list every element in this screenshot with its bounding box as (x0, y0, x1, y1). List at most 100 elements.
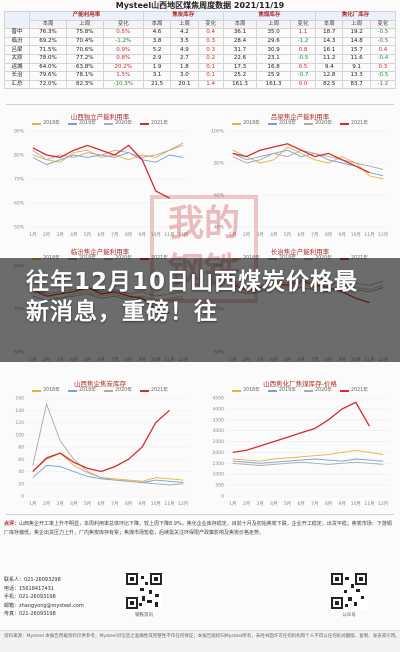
chart-legend: 2018年 2019年 2020年 2021年 (204, 121, 396, 127)
chart-4: 山西焦企焦炭库存 2018年 2019年 2020年 2021年 160 140 120 1… (4, 380, 196, 510)
chart-0: 山西独立产能利用率 2018年 2019年 2020年 2021年 90% 80% 70%… (4, 113, 196, 241)
legend-label: 2018年 (42, 121, 60, 126)
legend-label: 2020年 (115, 121, 133, 126)
y-tick-label: 80% (214, 161, 225, 167)
value-cell: 20.2% (102, 62, 144, 73)
y-tick-label: 1000 (213, 472, 225, 478)
value-cell: 82.3% (65, 79, 104, 90)
value-cell: 28.4 (222, 36, 258, 47)
value-cell: 1.5% (102, 71, 144, 81)
group-header-0: 产能利用率 (29, 11, 144, 21)
value-cell: 11.2 (315, 53, 344, 64)
region-cell: 汇总 (3, 79, 31, 90)
value-cell: 79.6% (29, 71, 67, 81)
value-cell: -1.2% (102, 36, 144, 47)
legend-item: 2020年 (104, 388, 132, 394)
legend-label: 2020年 (315, 121, 333, 126)
legend-swatch (31, 123, 41, 125)
y-tick-label: 160 (15, 396, 24, 402)
contact-line: 传真：021-26093198 (4, 611, 56, 618)
value-cell: 0.4 (369, 45, 397, 55)
y-tick-label: 20 (18, 481, 24, 487)
value-cell: 0.1 (197, 71, 224, 81)
value-cell: 4.9 (170, 45, 199, 55)
series-line (232, 146, 384, 180)
x-tick-label: 3月 (56, 232, 63, 238)
qr-code-icon[interactable] (125, 572, 163, 610)
value-cell: 75.8% (65, 28, 104, 38)
contact-line: 电话：15618417431 (4, 585, 54, 592)
x-tick-label: 6月 (297, 232, 304, 238)
qr-code-icon[interactable] (330, 572, 368, 610)
commentary-body: 山西焦企开工率上升不明显，本周利用率总体环比下降，较上周下降8.9%，焦化企业库… (4, 521, 392, 536)
table-row: 临汾 69.2% 70.4% -1.2% 3.8 3.5 0.3 28.4 29.6 -1.2 14… (3, 36, 397, 47)
y-tick-label: 0 (21, 494, 24, 500)
x-tick-label: 5月 (284, 232, 291, 238)
x-tick-label: 1月 (229, 501, 236, 507)
x-tick-label: 12月 (378, 501, 388, 507)
legend-swatch (267, 390, 277, 392)
x-tick-label: 2月 (243, 232, 250, 238)
chart-title: 临汾焦企产能利用率 (70, 248, 130, 256)
y-tick-label: 40 (18, 469, 24, 475)
qr-label: 公众号 (342, 613, 356, 618)
sub-header-cell: 本周 (29, 19, 67, 30)
y-tick-label: 60 (18, 457, 24, 463)
legend-item: 2020年 (104, 121, 132, 127)
sub-header-cell: 上周 (342, 19, 371, 30)
value-cell: 29.6 (256, 36, 291, 47)
legend-label: 2018年 (242, 388, 260, 393)
value-cell: 71.5% (29, 45, 67, 55)
x-tick-label: 5月 (84, 232, 91, 238)
value-cell: 15.7 (342, 45, 371, 55)
sub-header-cell: 本周 (142, 19, 172, 30)
legend-item: 2021年 (140, 388, 168, 394)
x-tick-label: 10月 (151, 232, 161, 238)
value-cell: -0.5 (289, 53, 317, 64)
value-cell: 30.9 (256, 45, 291, 55)
x-tick-label: 7月 (311, 501, 318, 507)
value-cell: 4.6 (142, 28, 172, 38)
x-tick-label: 4月 (270, 501, 277, 507)
value-cell: 1.9 (142, 62, 172, 73)
chart-title: 山西独立产能利用率 (70, 113, 130, 121)
commentary: 点评：山西焦企开工率上升不明显，本周利用率总体环比下降，较上周下降8.9%，焦化… (4, 520, 396, 538)
sub-header-cell: 变化 (102, 19, 144, 30)
chart-plot: 4500 4000 3500 3000 2500 2000 1500 1000 500 0 1月 2月… (213, 396, 390, 507)
y-tick-label: 0 (221, 494, 224, 500)
headline-banner (0, 258, 400, 362)
y-tick-label: 80 (18, 445, 24, 451)
x-tick-label: 6月 (97, 501, 104, 507)
value-cell: 1.4 (197, 79, 224, 90)
region-cell: 运城 (3, 62, 31, 73)
x-tick-label: 7月 (311, 232, 318, 238)
value-cell: 1.8 (170, 62, 199, 73)
table-group-header: 产能利用率 焦炭库存 焦煤库存 焦化厂库存 (3, 10, 396, 30)
value-cell: 72.0% (29, 79, 67, 90)
value-cell: 63.8% (65, 62, 104, 73)
legend-label: 2019年 (78, 121, 96, 126)
x-tick-label: 4月 (70, 232, 77, 238)
table-title: Mysteel山西地区煤焦周度数据 2021/11/19 (115, 1, 285, 10)
legend-label: 2020年 (315, 388, 333, 393)
value-cell: 16.1 (315, 45, 344, 55)
x-tick-label: 5月 (284, 501, 291, 507)
value-cell: -0.5 (369, 28, 397, 38)
chart-plot: 90% 80% 70% 60% 50% 1月 2月 3月 4月 5月 6月 7月 8月 9月 10月 11月 1… (14, 129, 190, 238)
value-cell: 36.1 (222, 28, 258, 38)
value-cell: 161.3 (222, 79, 258, 90)
series-line (32, 452, 184, 482)
chart-legend: 2018年 2019年 2020年 2021年 (4, 121, 196, 127)
x-tick-label: 9月 (138, 232, 145, 238)
value-cell: 0.5% (102, 28, 144, 38)
value-cell: 21.5 (142, 79, 172, 90)
value-cell: 31.7 (222, 45, 258, 55)
legend-item: 2021年 (140, 121, 168, 127)
qr-label: 钢铁资讯 (135, 613, 153, 618)
sub-header-cell: 上周 (170, 19, 199, 30)
x-tick-label: 7月 (111, 501, 118, 507)
legend-swatch (104, 390, 113, 392)
x-tick-label: 5月 (84, 501, 91, 507)
headline-text: 往年12月10日山西煤炭价格最新消息，重磅！往 (26, 269, 359, 325)
